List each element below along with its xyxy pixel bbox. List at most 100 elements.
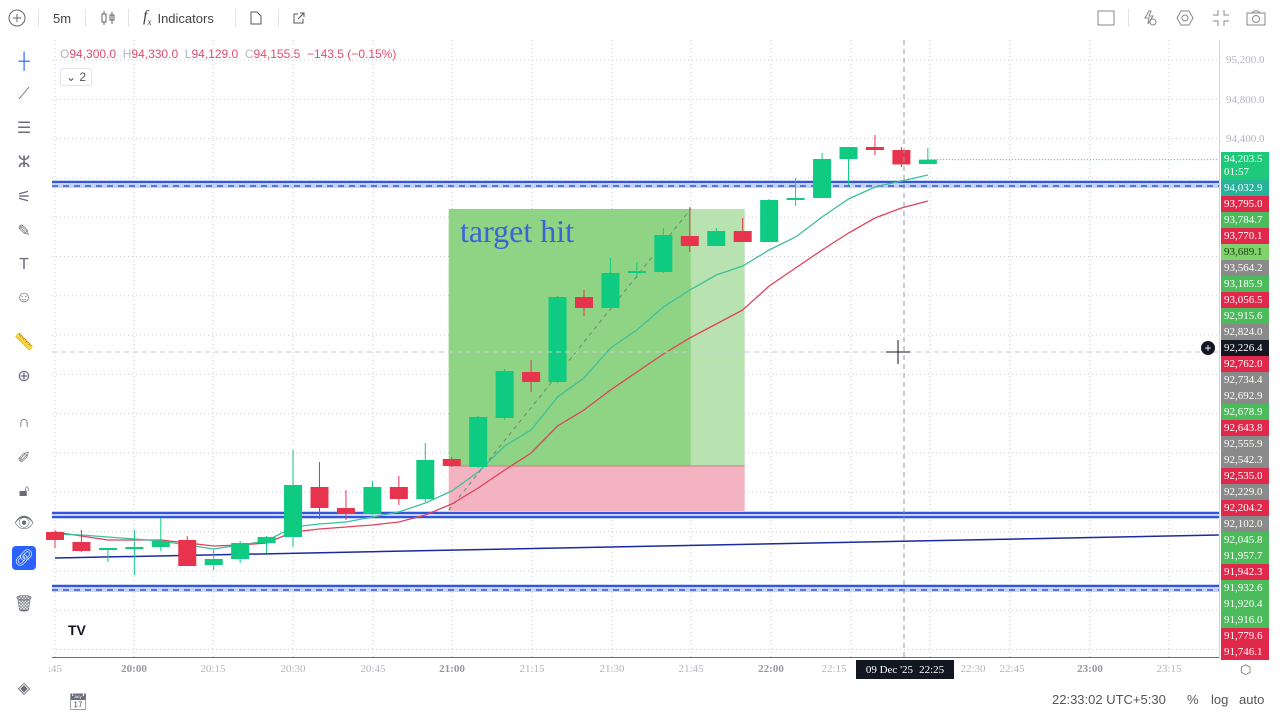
horizontal-line-band (52, 511, 1219, 519)
candle-body (125, 547, 144, 549)
candle-body (495, 371, 514, 418)
time-label: 22:30 (960, 663, 986, 675)
time-label: 23:00 (1077, 663, 1103, 675)
brush-icon: ✎ (17, 223, 31, 240)
price-tag: 92,102.0 (1221, 516, 1269, 532)
trash-icon: 🗑︎ (13, 596, 35, 613)
price-grid-label: 94,800.0 (1226, 94, 1265, 106)
candle-body (786, 198, 805, 200)
top-toolbar: 5m fx Indicators (0, 0, 1280, 36)
candle-body (892, 150, 911, 165)
fullscreen-button[interactable] (1212, 8, 1230, 28)
settings-button[interactable] (1176, 8, 1194, 28)
icon-tool[interactable]: ☺ (12, 286, 36, 310)
time-label: 22:45 (999, 663, 1025, 675)
magnet-icon: ∩ (18, 414, 30, 431)
chart-type-button[interactable] (100, 8, 116, 28)
object-tree-button[interactable]: ◈ (12, 676, 36, 700)
pencil-lock-icon: ✐ (17, 450, 31, 467)
crosshair-tool[interactable]: ┼ (12, 50, 36, 74)
candle-body (469, 417, 488, 467)
time-label: 23:15 (1156, 663, 1182, 675)
lock-tool[interactable]: 🔓︎ (12, 480, 36, 504)
plus-circle-icon (8, 9, 26, 27)
indicator-count: 2 (79, 70, 87, 84)
low-value: 94,129.0 (191, 47, 239, 61)
candle-body (733, 231, 752, 242)
hide-tool[interactable]: 👁︎ (12, 511, 36, 535)
text-tool[interactable]: T (12, 253, 36, 277)
zoom-tool[interactable]: ⊕ (12, 364, 36, 388)
price-tag: 92,535.0 (1221, 468, 1269, 484)
price-tag: 93,185.9 (1221, 276, 1269, 292)
open-external-button[interactable] (292, 8, 306, 28)
candle-body (548, 297, 567, 382)
ma-slow-line (54, 200, 929, 547)
go-to-date-button[interactable]: 📅︎ (66, 690, 90, 714)
brush-tool[interactable]: ✎ (12, 219, 36, 243)
pattern-icon: ⵣ (17, 154, 31, 171)
horizontal-lines-tool[interactable]: ☰ (12, 116, 36, 140)
percent-toggle[interactable]: % (1187, 692, 1199, 707)
delete-tool[interactable]: 🗑︎ (12, 592, 36, 616)
price-tag: 93,689.1 (1221, 244, 1269, 260)
target-hit-annotation[interactable]: target hit (460, 213, 575, 249)
drawing-toolbar: ┼ ⟋ ☰ ⵣ ⚟ ✎ T ☺ 📏 ⊕ ∩ ✐ 🔓︎ 👁︎ 🔗︎ 🗑︎ ◈ (0, 40, 48, 697)
layers-icon: ◈ (17, 680, 31, 697)
calendar-icon: 📅︎ (67, 694, 89, 711)
candle-body (231, 543, 250, 559)
price-tag: 92,915.6 (1221, 308, 1269, 324)
candle-body (707, 231, 726, 246)
screenshot-button[interactable] (1246, 8, 1266, 28)
log-toggle[interactable]: log (1211, 692, 1229, 707)
price-tag: 93,056.5 (1221, 292, 1269, 308)
price-tag: 91,920.4 (1221, 596, 1269, 612)
candle-body (46, 532, 64, 540)
drawing-mode-tool[interactable]: ✐ (12, 446, 36, 470)
ma-fast-line (54, 174, 928, 550)
candle-body (918, 159, 937, 164)
auto-toggle[interactable]: auto (1239, 692, 1265, 707)
candle-body (839, 147, 858, 159)
price-tag: 94,032.9 (1221, 180, 1269, 196)
template-button[interactable] (249, 8, 263, 28)
crosshair-price-label: 92,226.4 (1221, 340, 1269, 356)
interval-button[interactable]: 5m (53, 8, 71, 28)
time-label: 21:45 (678, 663, 704, 675)
prediction-tool[interactable]: ⚟ (12, 185, 36, 209)
time-label: 20:00 (121, 663, 147, 675)
pattern-tool[interactable]: ⵣ (12, 150, 36, 174)
price-tag: 92,542.3 (1221, 452, 1269, 468)
add-alert-icon[interactable]: + (1201, 341, 1215, 355)
measure-tool[interactable]: 📏 (12, 330, 36, 354)
price-tag: 93,770.1 (1221, 228, 1269, 244)
high-value: 94,330.0 (131, 47, 179, 61)
candle-body (654, 235, 673, 272)
tradingview-logo: TV (68, 622, 86, 638)
axis-settings-icon[interactable]: ⬡ (1240, 662, 1252, 677)
square-icon (1097, 10, 1115, 26)
stop-zone (448, 466, 745, 512)
zoom-in-icon: ⊕ (17, 368, 31, 385)
time-label: 21:15 (519, 663, 545, 675)
price-tag: 92,824.0 (1221, 324, 1269, 340)
quick-search-button[interactable] (1141, 8, 1159, 28)
indicators-collapse-button[interactable]: ⌄ 2 (60, 68, 92, 86)
price-tag: 93,784.7 (1221, 212, 1269, 228)
indicators-button[interactable]: fx Indicators (143, 8, 214, 28)
horizontal-line-band (52, 180, 1219, 188)
sync-drawings-tool[interactable]: 🔗︎ (12, 546, 36, 570)
text-icon: T (19, 256, 29, 273)
price-tag: 92,678.9 (1221, 404, 1269, 420)
trendline-icon: ⟋ (18, 86, 30, 103)
candle-body (284, 485, 303, 537)
price-tag: 92,643.8 (1221, 420, 1269, 436)
trendline-tool[interactable]: ⟋ (12, 83, 36, 107)
price-tag: 92,734.4 (1221, 372, 1269, 388)
layout-button[interactable] (1097, 8, 1115, 28)
crosshair-time: 22:25 (919, 663, 945, 676)
magnet-tool[interactable]: ∩ (12, 411, 36, 435)
time-label: 20:15 (200, 663, 226, 675)
add-symbol-button[interactable] (8, 8, 26, 28)
